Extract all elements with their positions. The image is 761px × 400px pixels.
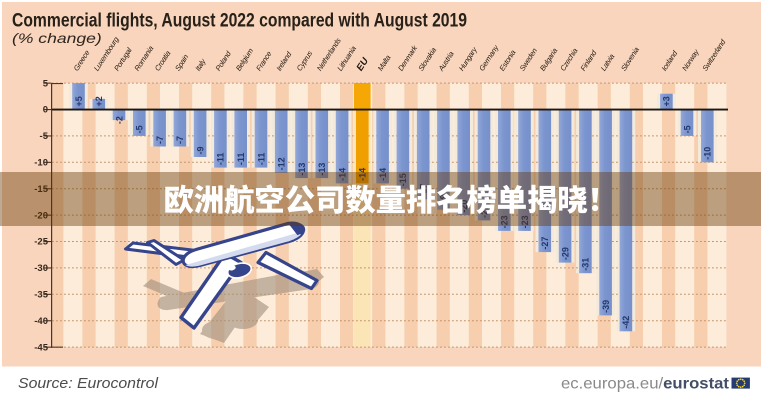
svg-text:-14: -14 [337, 168, 347, 181]
svg-text:ec.europa.eu/eurostat: ec.europa.eu/eurostat [561, 376, 730, 393]
svg-text:-9: -9 [195, 146, 205, 154]
svg-text:(% change): (% change) [12, 32, 102, 47]
svg-text:-21: -21 [479, 205, 489, 218]
svg-text:-14: -14 [358, 168, 368, 181]
svg-text:-29: -29 [560, 247, 570, 260]
svg-text:-30: -30 [34, 263, 48, 274]
svg-text:+2: +2 [94, 96, 104, 106]
svg-text:-5: -5 [40, 131, 49, 142]
svg-text:-11: -11 [256, 153, 266, 166]
svg-text:-10: -10 [703, 147, 713, 160]
svg-text:-7: -7 [175, 136, 185, 144]
svg-text:-39: -39 [601, 300, 611, 313]
svg-text:-23: -23 [500, 215, 510, 228]
svg-text:-40: -40 [34, 316, 48, 327]
svg-text:-15: -15 [398, 173, 408, 186]
svg-text:-10: -10 [34, 158, 48, 169]
svg-text:-23: -23 [520, 215, 530, 228]
svg-text:-12: -12 [277, 157, 287, 170]
svg-text:-42: -42 [621, 316, 631, 329]
svg-text:-14: -14 [378, 168, 388, 181]
svg-text:-13: -13 [317, 163, 327, 176]
svg-text:+5: +5 [74, 96, 84, 106]
svg-text:-20: -20 [34, 210, 48, 221]
svg-text:-2: -2 [114, 116, 124, 124]
svg-text:-5: -5 [135, 125, 145, 133]
svg-text:-45: -45 [34, 342, 48, 353]
svg-text:Source: Eurocontrol: Source: Eurocontrol [18, 375, 159, 392]
svg-text:5: 5 [43, 78, 49, 89]
svg-text:-11: -11 [216, 153, 226, 166]
svg-text:-31: -31 [581, 258, 591, 271]
svg-text:-11: -11 [236, 153, 246, 166]
svg-text:+3: +3 [662, 96, 672, 106]
svg-text:0: 0 [43, 105, 48, 116]
svg-text:-20: -20 [459, 200, 469, 213]
svg-text:-15: -15 [34, 184, 48, 195]
svg-text:-25: -25 [34, 237, 48, 248]
svg-text:Commercial flights, August 202: Commercial flights, August 2022 compared… [12, 10, 467, 32]
svg-text:-5: -5 [682, 125, 692, 133]
svg-text:-13: -13 [297, 163, 307, 176]
svg-text:-7: -7 [155, 136, 165, 144]
svg-text:-27: -27 [540, 237, 550, 250]
svg-text:-35: -35 [34, 290, 48, 301]
